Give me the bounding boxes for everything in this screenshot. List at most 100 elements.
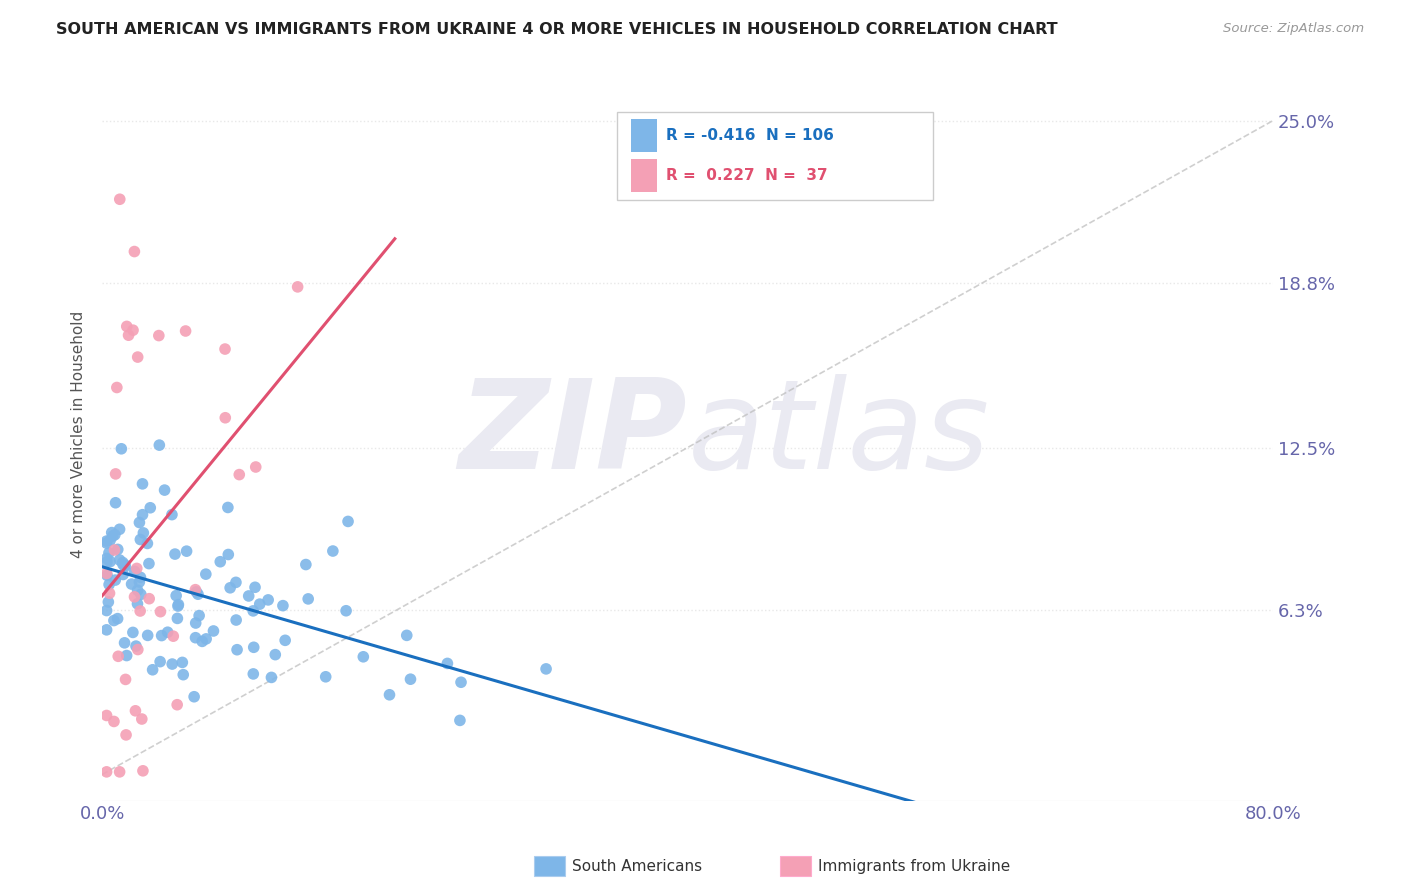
Point: [104, 467, 127, 481]
Point: [104, 528, 127, 542]
Point: [105, 380, 128, 394]
Point: [245, 460, 267, 475]
Point: [124, 704, 146, 718]
Text: Source: ZipAtlas.com: Source: ZipAtlas.com: [1223, 22, 1364, 36]
Point: [148, 438, 170, 452]
Text: R =  0.227  N =  37: R = 0.227 N = 37: [666, 168, 828, 183]
Point: [127, 350, 149, 364]
Bar: [631, 119, 657, 152]
Point: [114, 558, 136, 573]
Point: [98, 555, 121, 569]
Point: [108, 553, 131, 567]
Point: [138, 557, 160, 571]
Point: [107, 542, 129, 557]
Point: [96, 536, 118, 550]
Point: [322, 544, 344, 558]
Point: [96, 555, 118, 569]
Point: [165, 589, 187, 603]
Point: [108, 192, 131, 206]
Point: [150, 629, 173, 643]
Point: [162, 629, 184, 643]
Point: [124, 244, 146, 259]
Point: [142, 663, 165, 677]
Point: [174, 324, 197, 338]
Point: [297, 591, 319, 606]
Point: [335, 604, 357, 618]
Point: [96, 603, 118, 617]
Point: [128, 574, 150, 589]
Point: [295, 558, 318, 572]
Point: [96, 534, 118, 549]
Point: [395, 628, 418, 642]
Point: [117, 328, 139, 343]
Point: [172, 656, 194, 670]
Point: [214, 410, 236, 425]
Text: South Americans: South Americans: [572, 859, 703, 873]
Point: [183, 690, 205, 704]
Point: [378, 688, 401, 702]
Point: [98, 577, 121, 591]
Point: [100, 525, 122, 540]
Point: [115, 319, 138, 334]
Point: [127, 642, 149, 657]
Point: [149, 655, 172, 669]
Text: ZIP: ZIP: [458, 374, 688, 495]
Point: [271, 599, 294, 613]
Point: [131, 476, 153, 491]
Point: [156, 625, 179, 640]
Point: [450, 675, 472, 690]
Point: [129, 587, 152, 601]
Point: [108, 764, 131, 779]
Point: [167, 598, 190, 612]
Point: [138, 591, 160, 606]
Point: [238, 589, 260, 603]
Point: [115, 648, 138, 663]
Text: atlas: atlas: [688, 374, 990, 495]
Point: [115, 728, 138, 742]
Point: [264, 648, 287, 662]
Point: [184, 615, 207, 630]
Point: [98, 533, 121, 548]
Point: [534, 662, 557, 676]
Point: [104, 496, 127, 510]
Point: [186, 585, 208, 599]
Point: [449, 714, 471, 728]
Point: [132, 525, 155, 540]
Point: [131, 508, 153, 522]
Point: [160, 657, 183, 671]
Point: [121, 577, 143, 591]
Point: [163, 547, 186, 561]
Point: [167, 599, 190, 613]
Point: [114, 559, 136, 574]
Point: [184, 582, 207, 597]
Point: [242, 667, 264, 681]
Point: [97, 595, 120, 609]
Point: [103, 714, 125, 729]
Point: [172, 667, 194, 681]
Point: [107, 612, 129, 626]
Point: [337, 515, 360, 529]
Point: [352, 649, 374, 664]
Point: [103, 543, 125, 558]
Point: [112, 567, 135, 582]
Point: [214, 342, 236, 356]
Point: [125, 561, 148, 575]
Point: [136, 628, 159, 642]
Point: [110, 442, 132, 456]
Point: [260, 670, 283, 684]
Point: [166, 611, 188, 625]
Point: [124, 590, 146, 604]
Point: [122, 625, 145, 640]
Point: [129, 533, 152, 547]
Point: [114, 673, 136, 687]
Point: [202, 624, 225, 638]
Point: [149, 605, 172, 619]
Point: [274, 633, 297, 648]
Point: [131, 712, 153, 726]
Point: [107, 649, 129, 664]
Point: [176, 544, 198, 558]
Point: [219, 581, 242, 595]
Point: [225, 613, 247, 627]
Point: [160, 508, 183, 522]
Point: [226, 642, 249, 657]
